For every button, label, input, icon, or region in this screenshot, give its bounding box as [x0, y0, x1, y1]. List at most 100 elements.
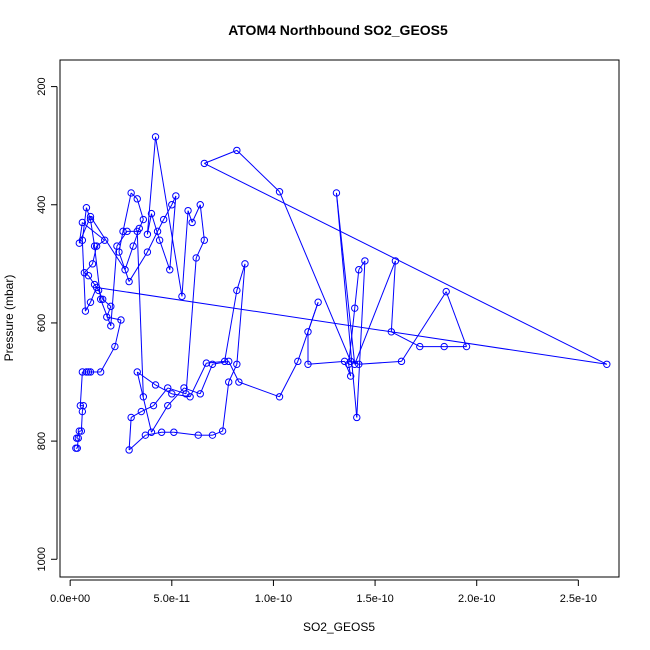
series-segment — [136, 231, 144, 397]
data-point — [304, 328, 312, 336]
series-segment — [124, 245, 134, 270]
data-point — [137, 407, 146, 416]
y-tick-label: 800 — [36, 432, 48, 450]
series-segment — [199, 204, 205, 241]
data-point — [86, 298, 95, 306]
x-tick-label: 5.0e-11 — [154, 593, 191, 605]
data-point — [233, 360, 241, 368]
series-segment — [100, 299, 112, 327]
series-segment — [358, 260, 366, 271]
series-segment — [130, 192, 138, 200]
series-segment — [98, 290, 104, 300]
series-segment — [335, 192, 356, 365]
data-point — [346, 357, 355, 366]
data-point — [225, 357, 233, 366]
data-point — [125, 277, 133, 286]
series-segment — [238, 381, 280, 398]
data-point — [133, 227, 141, 236]
data-point — [304, 360, 312, 368]
y-tick-label: 200 — [36, 77, 48, 95]
series-segment — [76, 438, 79, 449]
data-point — [241, 260, 249, 268]
series-segment — [228, 361, 240, 383]
series-segment — [204, 162, 608, 365]
data-point — [164, 384, 172, 392]
data-point — [192, 254, 200, 262]
data-point — [133, 368, 141, 376]
data-point — [361, 257, 369, 265]
data-point — [147, 209, 156, 218]
series-segment — [169, 195, 177, 270]
y-tick-label: 400 — [36, 196, 48, 214]
series-segment — [106, 306, 112, 318]
data-point — [127, 413, 135, 422]
data-point — [208, 360, 217, 368]
data-point — [157, 428, 166, 436]
y-tick-label: 1000 — [36, 547, 48, 571]
series-segment — [141, 405, 154, 413]
data-point — [127, 189, 135, 197]
data-point — [294, 357, 302, 366]
chart-title: ATOM4 Northbound SO2_GEOS5 — [228, 22, 448, 38]
series-segment — [212, 430, 223, 436]
data-point — [170, 428, 178, 436]
data-point — [233, 146, 241, 155]
series-segment — [136, 371, 152, 433]
data-point — [387, 328, 396, 336]
series-segment — [401, 291, 447, 362]
data-point — [151, 133, 160, 141]
data-point — [79, 401, 88, 410]
series-segment — [171, 195, 177, 205]
series-segment — [150, 213, 161, 241]
series-segment — [236, 150, 280, 193]
data-point — [178, 292, 186, 301]
data-point — [119, 227, 127, 236]
series-segment — [122, 192, 132, 232]
series-segment — [354, 269, 360, 309]
series-segment — [335, 192, 358, 418]
data-point — [462, 342, 471, 351]
series-segment — [173, 431, 199, 436]
data-point — [143, 230, 152, 239]
data-point — [78, 218, 87, 227]
series-segment — [356, 260, 366, 418]
y-axis-label: Pressure (mbar) — [2, 275, 16, 362]
series-segment — [79, 371, 83, 406]
series-segment — [279, 191, 352, 362]
series-segment — [146, 231, 159, 253]
series-segment — [114, 319, 122, 347]
series-segment — [236, 263, 246, 291]
data-point — [166, 266, 174, 274]
data-point — [353, 413, 361, 422]
series-segment — [348, 364, 352, 377]
series-segment — [128, 417, 132, 450]
data-point — [196, 390, 204, 398]
data-point — [275, 188, 284, 196]
data-point — [107, 302, 115, 311]
x-tick-label: 1.5e-10 — [356, 593, 393, 605]
series-segment — [199, 364, 213, 395]
data-point — [88, 260, 97, 268]
data-point — [75, 427, 84, 435]
data-point — [235, 378, 243, 386]
data-point — [188, 218, 196, 227]
series-segment — [106, 316, 122, 321]
data-point — [151, 381, 160, 389]
x-tick-label: 0.0e+00 — [50, 593, 90, 605]
series-segment — [187, 210, 193, 223]
data-point — [139, 215, 148, 224]
series-segment — [84, 263, 93, 274]
series-segment — [236, 263, 246, 365]
series-segment — [89, 219, 96, 247]
data-point — [73, 444, 81, 452]
data-point — [129, 242, 137, 250]
series-segment — [445, 291, 468, 347]
x-axis: 0.0e+00 5.0e-11 1.0e-10 1.5e-10 2.0e-10 2.5e-… — [50, 579, 597, 605]
series-segment — [90, 216, 126, 271]
data-point — [225, 378, 233, 386]
series-segment — [204, 149, 238, 164]
data-point — [208, 431, 217, 439]
data-point — [117, 316, 125, 324]
data-point — [86, 215, 95, 224]
